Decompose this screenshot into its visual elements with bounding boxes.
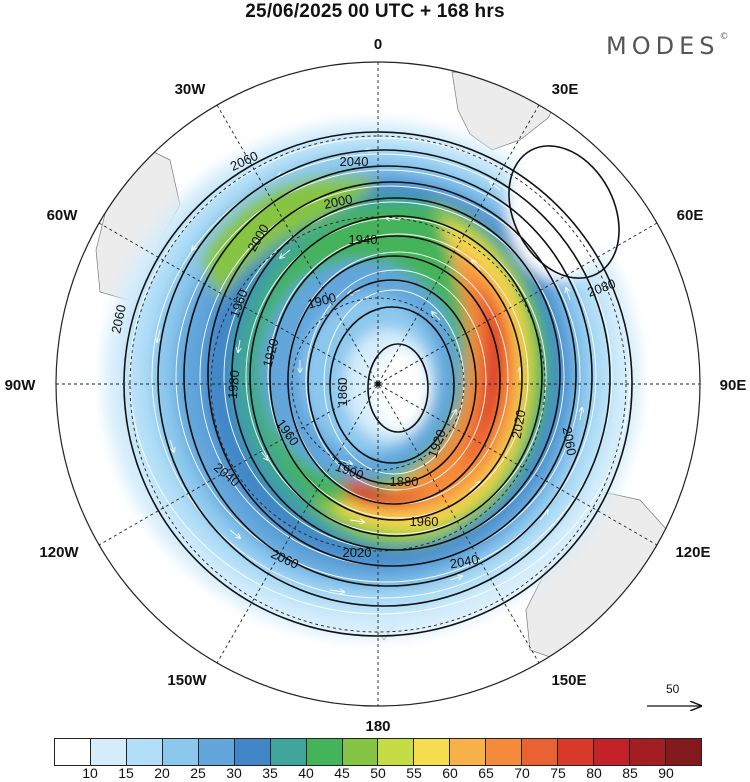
wind-shading (104, 122, 640, 638)
lon-label-30w: 30W (175, 81, 207, 98)
colorbar-swatch (342, 739, 379, 765)
colorbar-swatch (450, 739, 487, 765)
colorbar-swatch (414, 739, 451, 765)
polar-map: 2060 2040 2000 1940 1900 1920 1860 1880 … (5, 36, 747, 735)
colorbar-label: 30 (226, 765, 242, 781)
colorbar-swatch (90, 739, 127, 765)
colorbar-label: 40 (298, 765, 314, 781)
contour-label: 1880 (390, 474, 419, 489)
colorbar-swatch (522, 739, 559, 765)
lon-label-60e: 60E (677, 207, 704, 224)
contour-label: 1860 (335, 378, 350, 407)
colorbar-swatch (630, 739, 666, 765)
contour-label: 1900 (306, 290, 338, 312)
scale-arrow-label: 50 (666, 682, 680, 696)
contour-label: 2040 (449, 552, 480, 572)
contour-label: 2020 (343, 545, 372, 560)
colorbar-label: 10 (82, 765, 98, 781)
colorbar-label: 15 (118, 765, 134, 781)
colorbar-labels: 10 15 20 25 30 35 40 45 50 55 60 65 70 75 80 85 90 (54, 765, 702, 781)
map-border (55, 61, 701, 707)
brand-logo: MODES© (606, 32, 728, 60)
contour-1920 (287, 255, 501, 505)
lon-label-120e: 120E (675, 544, 710, 561)
colorbar-swatch (126, 739, 163, 765)
contour-label: 2000 (322, 191, 353, 212)
copyright-mark: © (719, 32, 729, 42)
contour-1900 (307, 279, 477, 485)
graticule (56, 62, 700, 706)
colorbar-label: 70 (514, 765, 530, 781)
contour-2040 (157, 149, 611, 607)
south-pole-marker (375, 381, 381, 387)
contour-label: 2040 (340, 154, 369, 169)
contour-label: 2020 (509, 409, 529, 440)
colorbar-label: 85 (622, 765, 638, 781)
lon-label-90e: 90E (720, 377, 747, 394)
contour-2020 (183, 165, 593, 587)
lon-label-90w: 90W (5, 377, 37, 394)
colorbar-swatch (486, 739, 523, 765)
colorbar-label: 55 (406, 765, 422, 781)
contour-label: 1920 (260, 337, 282, 369)
colorbar-swatch (306, 739, 343, 765)
colorbar-label: 90 (658, 765, 674, 781)
colorbar-swatch (594, 739, 630, 765)
contour-1940 (269, 235, 523, 521)
colorbar-label: 20 (154, 765, 170, 781)
contour-label: 2060 (108, 303, 129, 334)
colorbar-label: 35 (262, 765, 278, 781)
lon-label-120w: 120W (39, 544, 79, 561)
contour-1860 (367, 343, 429, 433)
colorbar-swatch (234, 739, 271, 765)
colorbar-label: 60 (442, 765, 458, 781)
colorbar (54, 738, 702, 766)
map-title: 25/06/2025 00 UTC + 168 hrs (245, 1, 505, 22)
colorbar-label: 50 (370, 765, 386, 781)
colorbar-label: 75 (550, 765, 566, 781)
contour-label: 1960 (410, 514, 439, 529)
lon-label-150e: 150E (551, 672, 586, 689)
lon-label-150w: 150W (167, 672, 207, 689)
colorbar-swatch (378, 739, 415, 765)
contour-2000 (207, 181, 577, 567)
colorbar-label: 45 (334, 765, 350, 781)
colorbar-swatch (270, 739, 307, 765)
map-disc (56, 62, 700, 706)
colorbar-label: 25 (190, 765, 206, 781)
longitude-labels: 0 30E 60E 90E 120E 150E 180 150W 120W 90… (5, 36, 747, 735)
colorbar-label: 80 (586, 765, 602, 781)
contour-label: 1980 (225, 370, 242, 400)
contour-1880 (329, 306, 455, 464)
contour-2080 (508, 145, 620, 279)
contour-1960 (249, 215, 543, 537)
lon-label-60w: 60W (47, 207, 79, 224)
colorbar-swatch (665, 739, 701, 765)
colorbar-swatch (198, 739, 235, 765)
brand-name: MODES (606, 32, 720, 60)
contour-label: 1940 (349, 232, 378, 247)
lon-label-0: 0 (374, 36, 382, 53)
colorbar-swatch (558, 739, 595, 765)
colorbar-swatch (55, 739, 91, 765)
contour-1980 (231, 197, 561, 551)
lon-label-30e: 30E (552, 81, 579, 98)
contour-label: 2060 (560, 426, 580, 457)
colorbar-label: 65 (478, 765, 494, 781)
lon-label-180: 180 (365, 718, 390, 735)
colorbar-swatch (162, 739, 199, 765)
